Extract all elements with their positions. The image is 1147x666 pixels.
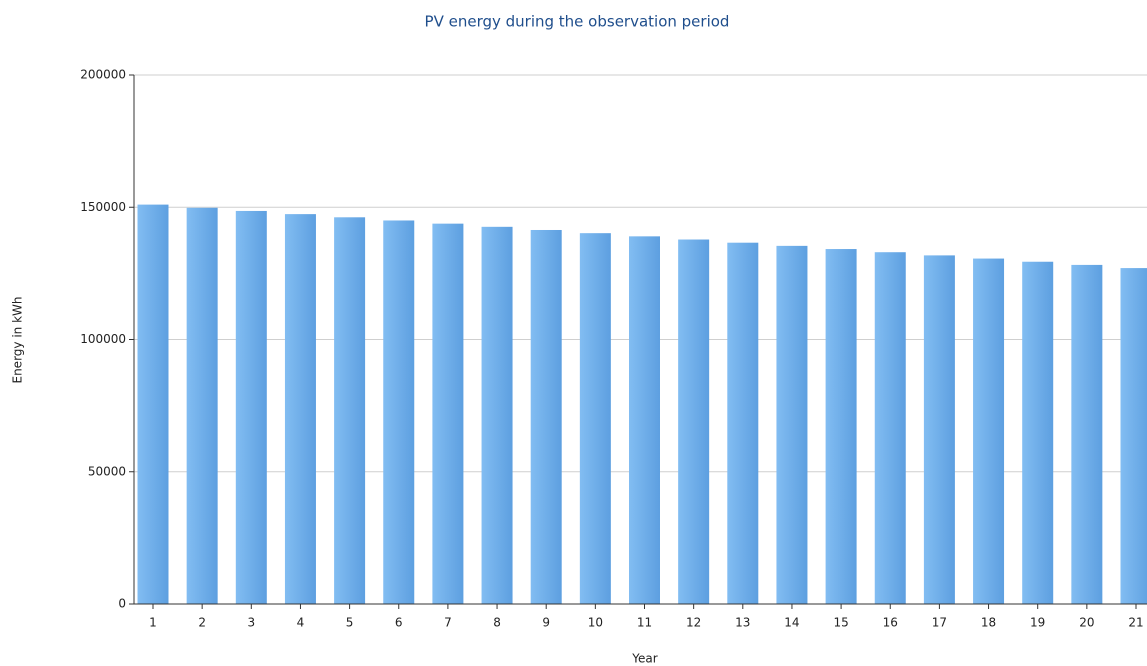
y-tick-label: 0	[118, 597, 126, 611]
y-tick-label: 150000	[80, 200, 126, 214]
bar	[137, 204, 169, 605]
x-tick-label: 12	[686, 616, 701, 630]
x-tick-label: 4	[297, 616, 305, 630]
y-axis-label: Energy in kWh	[11, 297, 25, 384]
x-axis-label: Year	[631, 652, 657, 666]
x-tick-label: 7	[444, 616, 452, 630]
bar	[776, 245, 808, 604]
bar	[235, 210, 267, 604]
y-tick-label: 100000	[80, 332, 126, 346]
x-tick-label: 5	[346, 616, 354, 630]
x-tick-label: 14	[784, 616, 799, 630]
x-tick-label: 3	[247, 616, 255, 630]
bar	[1071, 264, 1103, 604]
bar	[284, 214, 316, 604]
x-tick-label: 17	[932, 616, 947, 630]
bar	[530, 229, 562, 604]
x-tick-label: 2	[198, 616, 206, 630]
x-tick-label: 1	[149, 616, 157, 630]
bar	[973, 258, 1005, 604]
x-tick-label: 9	[542, 616, 550, 630]
bar	[334, 217, 366, 604]
bar	[186, 207, 218, 605]
x-tick-label: 15	[833, 616, 848, 630]
bar	[481, 226, 513, 604]
x-tick-label: 21	[1128, 616, 1143, 630]
bar	[825, 249, 857, 604]
bar	[678, 239, 710, 605]
x-tick-label: 8	[493, 616, 501, 630]
bar	[1120, 268, 1147, 604]
x-tick-label: 16	[883, 616, 898, 630]
bar	[923, 255, 955, 604]
x-tick-label: 18	[981, 616, 996, 630]
x-tick-label: 13	[735, 616, 750, 630]
bar	[432, 223, 464, 605]
x-tick-label: 10	[588, 616, 603, 630]
bar	[874, 252, 906, 604]
x-tick-label: 19	[1030, 616, 1045, 630]
bar	[629, 236, 660, 604]
x-tick-label: 6	[395, 616, 403, 630]
x-tick-label: 20	[1079, 616, 1094, 630]
bar	[383, 220, 415, 604]
bar	[1022, 261, 1054, 604]
y-tick-label: 50000	[88, 464, 126, 478]
x-tick-label: 11	[637, 616, 652, 630]
bar	[579, 233, 611, 604]
chart-title: PV energy during the observation period	[425, 13, 730, 31]
y-tick-label: 200000	[80, 68, 126, 82]
bar	[727, 242, 759, 604]
